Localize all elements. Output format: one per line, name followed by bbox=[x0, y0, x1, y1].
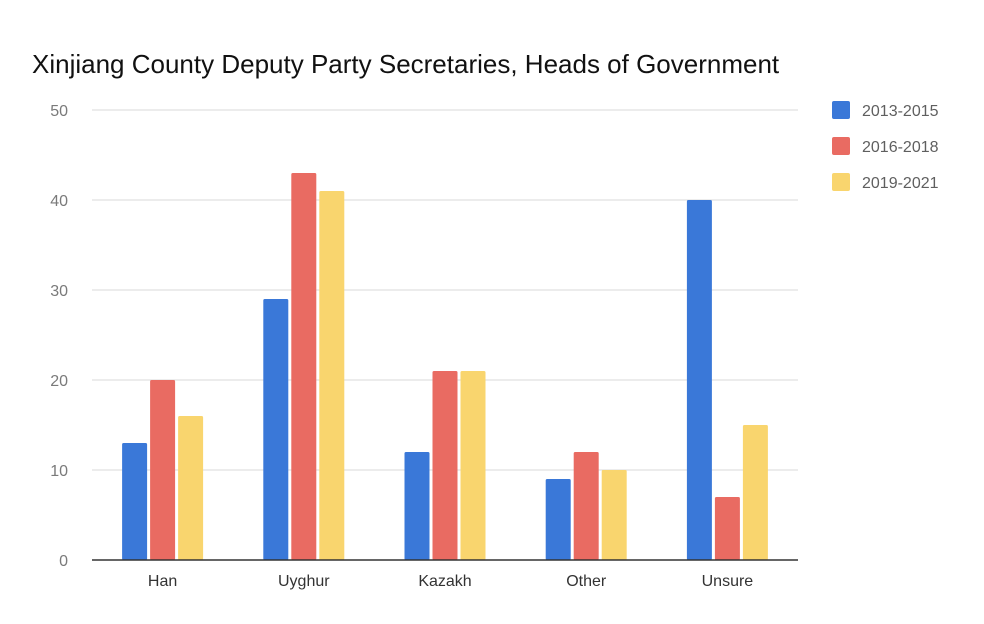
x-category-label: Other bbox=[566, 573, 607, 590]
legend-label: 2013-2015 bbox=[862, 103, 939, 120]
y-tick-label: 10 bbox=[50, 463, 68, 480]
legend-label: 2016-2018 bbox=[862, 139, 939, 156]
chart-title: Xinjiang County Deputy Party Secretaries… bbox=[32, 49, 780, 79]
bar-unsure-2013-2015 bbox=[686, 200, 712, 560]
y-tick-label: 30 bbox=[50, 283, 68, 300]
y-tick-label: 20 bbox=[50, 373, 68, 390]
y-tick-label: 0 bbox=[59, 553, 68, 570]
bar-kazakh-2013-2015 bbox=[404, 452, 430, 560]
legend-swatch bbox=[832, 173, 850, 191]
bar-han-2019-2021 bbox=[178, 416, 204, 560]
x-axis-categories: Han Uyghur Kazakh Other Unsure bbox=[148, 573, 753, 590]
legend-swatch bbox=[832, 101, 850, 119]
bar-other-2013-2015 bbox=[545, 479, 571, 560]
bar-uyghur-2016-2018 bbox=[291, 173, 317, 560]
y-axis-ticks: 0 10 20 30 40 50 bbox=[50, 103, 68, 570]
bar-uyghur-2019-2021 bbox=[319, 191, 345, 560]
x-category-label: Kazakh bbox=[418, 573, 471, 590]
x-category-label: Han bbox=[148, 573, 177, 590]
bar-kazakh-2016-2018 bbox=[432, 371, 458, 560]
bar-unsure-2016-2018 bbox=[714, 497, 740, 560]
bar-han-2013-2015 bbox=[122, 443, 148, 560]
legend-swatch bbox=[832, 137, 850, 155]
bar-han-2016-2018 bbox=[150, 380, 176, 560]
x-category-label: Unsure bbox=[702, 573, 754, 590]
bars bbox=[122, 173, 768, 560]
y-tick-label: 40 bbox=[50, 193, 68, 210]
y-tick-label: 50 bbox=[50, 103, 68, 120]
bar-uyghur-2013-2015 bbox=[263, 299, 289, 560]
x-category-label: Uyghur bbox=[278, 573, 330, 590]
bar-unsure-2019-2021 bbox=[742, 425, 768, 560]
legend-label: 2019-2021 bbox=[862, 175, 939, 192]
bar-other-2016-2018 bbox=[573, 452, 599, 560]
legend: 2013-2015 2016-2018 2019-2021 bbox=[832, 101, 939, 192]
bar-kazakh-2019-2021 bbox=[460, 371, 486, 560]
bar-other-2019-2021 bbox=[601, 470, 627, 560]
gridlines bbox=[92, 109, 798, 471]
